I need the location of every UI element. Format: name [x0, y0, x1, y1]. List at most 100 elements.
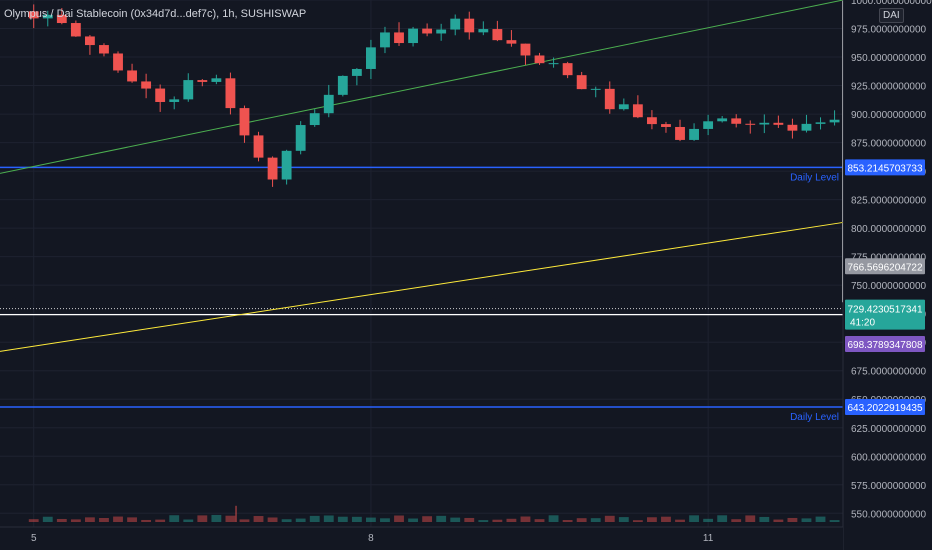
volume-bar: [309, 515, 320, 522]
y-tick-label: 975.0000000000: [851, 25, 927, 36]
volume-bar: [70, 519, 81, 522]
volume-bar: [534, 519, 545, 522]
volume-bar: [197, 515, 208, 522]
candle-body: [85, 36, 95, 46]
candle-body: [422, 28, 433, 34]
candle-body: [99, 45, 109, 54]
x-tick-label: 11: [703, 533, 714, 544]
volume-spike: [235, 505, 237, 522]
y-tick-label: 925.0000000000: [851, 82, 927, 93]
candle-body: [394, 32, 404, 44]
volume-bar: [604, 515, 615, 522]
candle-body: [773, 122, 784, 125]
time-axis-panel[interactable]: [0, 527, 843, 550]
candle-body: [506, 40, 517, 44]
volume-bar: [689, 515, 699, 522]
candle-body: [323, 94, 334, 114]
y-tick-label: 950.0000000000: [851, 53, 927, 64]
candle-body: [436, 29, 447, 34]
candle-body: [225, 78, 236, 109]
candle-body: [113, 53, 123, 71]
y-tick-label: 800.0000000000: [851, 224, 927, 235]
candle-body: [239, 108, 250, 136]
candle-body: [141, 81, 152, 89]
volume-bar: [562, 520, 573, 522]
candle-body: [717, 118, 728, 122]
candle-body: [534, 55, 545, 64]
candle-body: [647, 117, 657, 125]
green-ascending-trendline[interactable]: [0, 0, 844, 174]
candle-body: [675, 126, 685, 140]
volume-bar: [661, 516, 671, 522]
volume-bar: [337, 516, 348, 522]
volume-bar: [464, 517, 475, 522]
y-tick-label: 825.0000000000: [851, 196, 927, 207]
bar-countdown: 41:20: [850, 318, 875, 329]
volume-bar: [703, 518, 714, 522]
candle-body: [253, 135, 264, 158]
y-tick-label: 575.0000000000: [851, 481, 927, 492]
candle-body: [492, 29, 503, 41]
volume-bar: [717, 515, 728, 522]
volume-bar: [520, 516, 531, 522]
volume-bar: [632, 520, 643, 522]
support-level-badge: [845, 336, 925, 353]
volume-bar: [675, 519, 685, 522]
x-tick-label: 5: [31, 533, 37, 544]
candle-body: [815, 122, 826, 124]
candle-body: [380, 32, 390, 48]
volume-bar: [267, 517, 278, 522]
candle-body: [576, 75, 587, 90]
chart-grid: [0, 0, 843, 527]
daily-level-upper-badge-label: 853.2145703733: [847, 163, 923, 174]
volume-bar: [239, 519, 250, 522]
candle-body: [70, 23, 81, 37]
volume-bar: [548, 515, 559, 522]
volume-bar: [366, 517, 376, 522]
candle-body: [267, 157, 278, 180]
volume-bar: [745, 515, 756, 522]
volume-bar: [380, 518, 390, 522]
price-axis-panel[interactable]: [843, 0, 932, 550]
y-tick-label: 550.0000000000: [851, 509, 927, 520]
volume-bar: [731, 519, 742, 522]
y-tick-label: 675.0000000000: [851, 367, 927, 378]
volume-bar: [647, 517, 657, 522]
candle-body: [731, 118, 742, 124]
volume-bar: [394, 515, 404, 522]
candle-body: [478, 29, 489, 33]
y-tick-label: 750.0000000000: [851, 281, 927, 292]
candle-body: [450, 18, 461, 30]
volume-bar: [141, 519, 152, 522]
candle-body: [56, 14, 67, 24]
volume-bar: [773, 519, 784, 522]
candle-body: [351, 68, 362, 76]
volume-bar: [99, 517, 109, 522]
resistance-level-badge-label: 766.5696204722: [847, 262, 923, 273]
volume-bar: [351, 516, 362, 522]
y-tick-label: 600.0000000000: [851, 452, 927, 463]
yellow-ascending-trendline[interactable]: [0, 221, 844, 352]
candle-body: [548, 63, 559, 65]
volume-bar: [42, 516, 53, 522]
y-tick-label: 775.0000000000: [851, 253, 927, 264]
y-tick-label: 1000.0000000000: [851, 0, 932, 7]
volume-bar: [478, 520, 489, 522]
volume-bar: [815, 516, 826, 522]
candle-body: [42, 14, 53, 19]
volume-bar: [323, 515, 334, 522]
candle-body: [759, 122, 770, 125]
candle-body: [337, 75, 348, 95]
support-level-badge-label: 698.3789347808: [847, 340, 923, 351]
candle-body: [703, 121, 714, 129]
candle-body: [281, 150, 292, 180]
candle-body: [464, 18, 475, 33]
volume-bar: [211, 514, 222, 522]
volume-bar: [85, 517, 95, 522]
price-badges: 853.2145703733 643.2022919435 698.37893478…: [845, 159, 925, 415]
candle-body: [295, 125, 306, 151]
current-price-badge: [845, 299, 925, 330]
volume-bar: [590, 518, 601, 522]
